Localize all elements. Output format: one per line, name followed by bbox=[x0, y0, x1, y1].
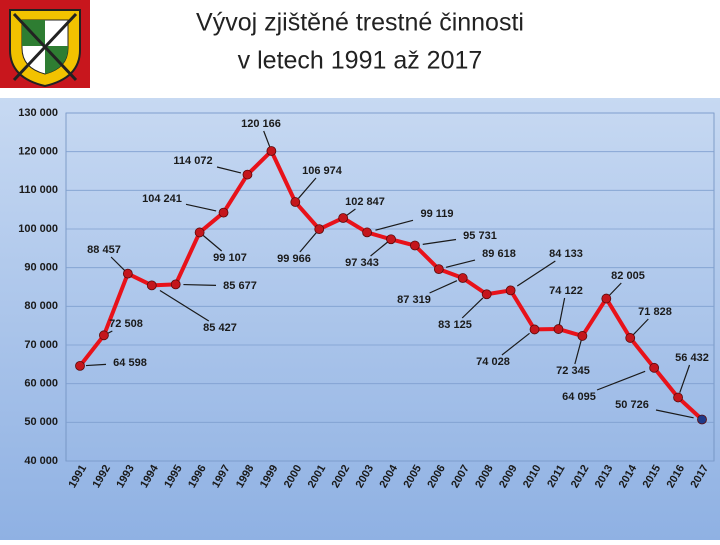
leader-line bbox=[263, 130, 271, 148]
title-line: Vývoj zjištěné trestné činnosti bbox=[196, 9, 524, 37]
value-label: 99 119 bbox=[420, 208, 453, 220]
data-point bbox=[290, 197, 301, 207]
value-label: 74 028 bbox=[476, 356, 510, 368]
y-tick-label: 50 000 bbox=[24, 416, 58, 428]
leader-line bbox=[445, 259, 476, 268]
leader-line bbox=[159, 289, 210, 322]
value-label: 99 107 bbox=[213, 252, 247, 264]
value-label: 88 457 bbox=[87, 244, 121, 256]
leader-line bbox=[110, 256, 126, 272]
value-label: 72 508 bbox=[109, 318, 143, 330]
value-label: 120 166 bbox=[241, 118, 281, 130]
data-point bbox=[386, 234, 396, 245]
leader-line bbox=[202, 235, 223, 252]
data-point bbox=[194, 227, 205, 238]
value-label: 99 966 bbox=[277, 253, 311, 265]
data-point bbox=[338, 213, 349, 223]
y-tick-label: 130 000 bbox=[18, 107, 58, 119]
data-point bbox=[410, 240, 420, 251]
value-label: 72 345 bbox=[556, 365, 590, 377]
value-label: 106 974 bbox=[302, 165, 343, 177]
value-label: 114 072 bbox=[173, 155, 212, 167]
value-label: 97 343 bbox=[345, 257, 379, 269]
value-label: 85 427 bbox=[203, 322, 237, 334]
data-point bbox=[242, 169, 253, 180]
data-point bbox=[218, 207, 229, 218]
data-point bbox=[649, 362, 660, 373]
value-label: 89 618 bbox=[482, 248, 516, 260]
data-point bbox=[266, 146, 277, 156]
leader-line bbox=[183, 283, 217, 286]
data-point bbox=[601, 293, 612, 304]
leader-line bbox=[370, 241, 388, 257]
data-point bbox=[362, 227, 372, 238]
data-point bbox=[529, 324, 540, 335]
value-label: 56 432 bbox=[675, 352, 709, 364]
y-tick-label: 40 000 bbox=[24, 455, 58, 467]
value-label: 102 847 bbox=[345, 196, 385, 208]
leader-line bbox=[596, 370, 646, 391]
data-point bbox=[170, 279, 181, 290]
data-point bbox=[481, 289, 492, 300]
data-point bbox=[697, 414, 707, 425]
value-label: 64 095 bbox=[562, 391, 596, 403]
leader-line bbox=[461, 297, 484, 319]
data-point bbox=[99, 330, 109, 341]
leader-line bbox=[632, 318, 649, 336]
y-tick-label: 70 000 bbox=[24, 339, 58, 351]
leader-line bbox=[608, 282, 622, 297]
value-label: 87 319 bbox=[397, 294, 431, 306]
data-point bbox=[625, 333, 636, 343]
value-label: 82 005 bbox=[611, 270, 645, 282]
value-label: 74 122 bbox=[549, 285, 583, 297]
data-point bbox=[505, 285, 516, 296]
leader-line bbox=[216, 166, 242, 174]
y-tick-label: 120 000 bbox=[18, 146, 58, 158]
y-tick-label: 90 000 bbox=[24, 262, 58, 274]
leader-line bbox=[299, 232, 317, 253]
leader-line bbox=[574, 339, 582, 365]
value-label: 64 598 bbox=[113, 357, 147, 369]
leader-line bbox=[558, 297, 566, 325]
leader-line bbox=[375, 219, 414, 231]
title-line: v letech 1991 až 2017 bbox=[238, 47, 483, 75]
leader-line bbox=[85, 363, 107, 367]
value-label: 83 125 bbox=[438, 319, 472, 331]
y-tick-label: 60 000 bbox=[24, 378, 58, 390]
value-label: 84 133 bbox=[549, 248, 583, 260]
data-point bbox=[122, 268, 133, 279]
leader-line bbox=[298, 177, 317, 199]
data-point bbox=[673, 392, 683, 403]
leader-line bbox=[185, 203, 217, 212]
data-point bbox=[577, 331, 588, 341]
value-label: 50 726 bbox=[615, 399, 649, 411]
value-label: 85 677 bbox=[223, 280, 257, 292]
y-tick-label: 80 000 bbox=[24, 300, 58, 312]
data-point bbox=[75, 360, 85, 371]
chart-background bbox=[0, 98, 720, 540]
value-label: 95 731 bbox=[463, 230, 497, 242]
leader-line bbox=[501, 332, 530, 356]
value-label: 71 828 bbox=[638, 306, 672, 318]
data-point bbox=[457, 273, 468, 283]
value-label: 104 241 bbox=[142, 193, 182, 205]
leader-line bbox=[422, 238, 457, 245]
logo bbox=[0, 0, 90, 88]
leader-line bbox=[429, 280, 458, 294]
data-point bbox=[553, 324, 564, 334]
data-point bbox=[314, 224, 325, 235]
leader-line bbox=[655, 409, 694, 419]
data-point bbox=[146, 280, 157, 291]
leader-line bbox=[345, 208, 356, 217]
y-tick-label: 100 000 bbox=[18, 223, 58, 235]
data-point bbox=[433, 264, 444, 275]
leader-line bbox=[679, 364, 691, 393]
leader-line bbox=[516, 260, 556, 287]
y-tick-label: 110 000 bbox=[19, 184, 58, 196]
